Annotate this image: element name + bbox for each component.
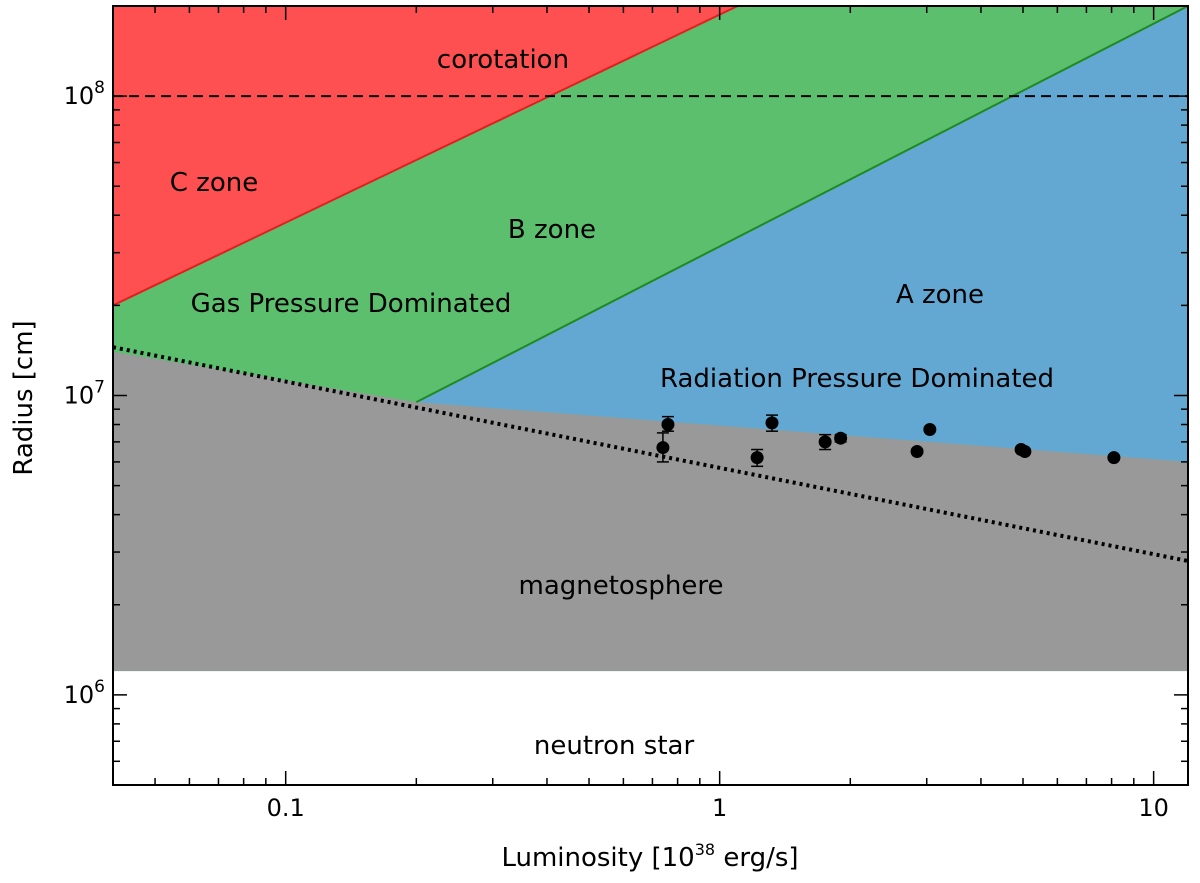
- point-marker: [1018, 445, 1032, 459]
- neutron-star-label: neutron star: [534, 731, 695, 761]
- point-marker: [923, 422, 937, 436]
- data-point: [656, 432, 670, 463]
- a-zone-label: A zone: [896, 280, 984, 310]
- y-tick-label: 108: [64, 78, 105, 110]
- data-point: [923, 422, 937, 436]
- b-zone-label: B zone: [508, 215, 596, 245]
- data-point: [834, 431, 848, 445]
- data-point: [1018, 445, 1032, 459]
- data-point: [910, 445, 924, 459]
- x-axis-title: Luminosity [1038 erg/s]: [501, 840, 798, 873]
- magnetosphere-label: magnetosphere: [519, 571, 724, 601]
- red-boundary-line: [113, 6, 739, 307]
- x-tick-label: 0.1: [267, 794, 305, 822]
- y-tick-label: 107: [64, 378, 105, 410]
- tick-labels: 0.1 1 10 106 107 108: [64, 78, 1169, 822]
- gas-pressure-label: Gas Pressure Dominated: [191, 289, 512, 319]
- point-marker: [661, 418, 675, 432]
- green-boundary-line: [415, 6, 1188, 404]
- a-zone-region: [416, 6, 1188, 462]
- magnetosphere-region: [113, 351, 1188, 672]
- point-marker: [834, 431, 848, 445]
- x-tick-label: 1: [712, 794, 727, 822]
- point-marker: [910, 445, 924, 459]
- plot-area: [113, 6, 1188, 785]
- point-marker: [818, 435, 832, 449]
- data-point: [1107, 451, 1121, 465]
- point-marker: [765, 416, 779, 430]
- axis-ticks: [112, 5, 1188, 786]
- region-labels: corotation C zone B zone Gas Pressure Domin…: [170, 45, 1054, 761]
- c-zone-label: C zone: [170, 168, 258, 198]
- radiation-pressure-label: Radiation Pressure Dominated: [660, 364, 1054, 394]
- x-tick-label: 10: [1138, 794, 1169, 822]
- point-marker: [1107, 451, 1121, 465]
- dotted-line: [113, 345, 1188, 563]
- y-axis-title: Radius [cm]: [9, 320, 39, 475]
- data-point: [818, 433, 832, 451]
- y-tick-label: 106: [64, 677, 105, 709]
- data-point: [765, 414, 779, 432]
- data-point: [661, 415, 675, 432]
- corotation-label: corotation: [437, 45, 569, 75]
- plot-frame: [112, 5, 1189, 786]
- neutron-star-region: [113, 671, 1188, 785]
- point-marker: [750, 451, 764, 465]
- data-point: [750, 448, 764, 468]
- point-marker: [656, 441, 670, 455]
